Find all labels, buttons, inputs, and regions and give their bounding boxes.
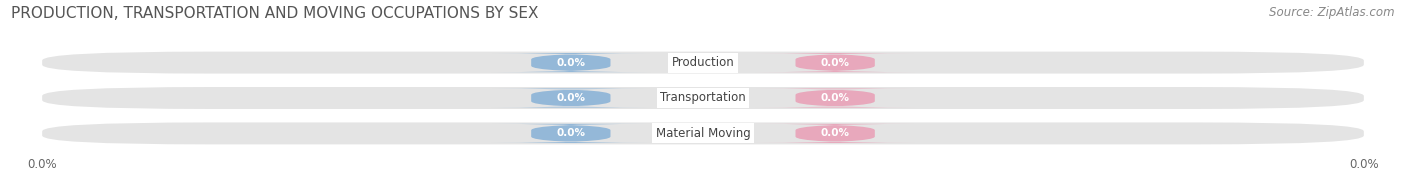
FancyBboxPatch shape: [42, 122, 1364, 144]
FancyBboxPatch shape: [492, 124, 650, 143]
FancyBboxPatch shape: [756, 53, 914, 72]
Text: Source: ZipAtlas.com: Source: ZipAtlas.com: [1270, 6, 1395, 19]
Text: Production: Production: [672, 56, 734, 69]
FancyBboxPatch shape: [42, 52, 1364, 74]
FancyBboxPatch shape: [756, 88, 914, 108]
FancyBboxPatch shape: [42, 87, 1364, 109]
Text: 0.0%: 0.0%: [557, 58, 585, 68]
Text: 0.0%: 0.0%: [821, 93, 849, 103]
Text: PRODUCTION, TRANSPORTATION AND MOVING OCCUPATIONS BY SEX: PRODUCTION, TRANSPORTATION AND MOVING OC…: [11, 6, 538, 21]
Text: Material Moving: Material Moving: [655, 127, 751, 140]
Text: 0.0%: 0.0%: [821, 58, 849, 68]
Text: 0.0%: 0.0%: [557, 128, 585, 138]
Text: 0.0%: 0.0%: [821, 128, 849, 138]
Text: 0.0%: 0.0%: [557, 93, 585, 103]
FancyBboxPatch shape: [756, 124, 914, 143]
FancyBboxPatch shape: [492, 88, 650, 108]
Text: Transportation: Transportation: [661, 92, 745, 104]
FancyBboxPatch shape: [492, 53, 650, 72]
